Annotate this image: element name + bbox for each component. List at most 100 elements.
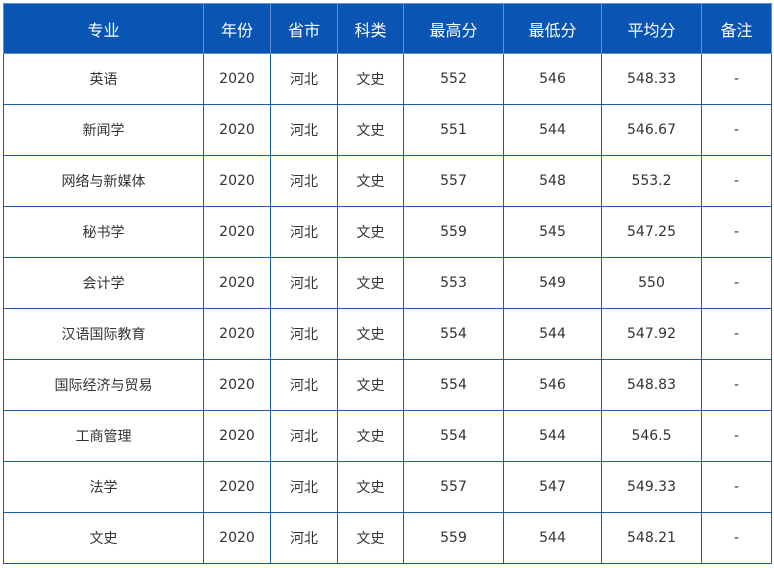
min-score-cell: 548 (503, 155, 602, 207)
max-score-cell: 557 (403, 155, 504, 207)
avg-score-cell: 547.25 (601, 206, 702, 258)
remark-cell: - (701, 53, 772, 105)
avg-score-cell: 548.83 (601, 359, 702, 411)
avg-score-cell: 549.33 (601, 461, 702, 513)
header-major: 专业 (3, 3, 204, 54)
category-cell: 文史 (337, 359, 404, 411)
min-score-cell: 544 (503, 512, 602, 564)
header-avg-score: 平均分 (601, 3, 702, 54)
category-cell: 文史 (337, 104, 404, 156)
category-cell: 文史 (337, 53, 404, 105)
max-score-cell: 554 (403, 359, 504, 411)
year-cell: 2020 (203, 461, 271, 513)
province-cell: 河北 (270, 53, 338, 105)
major-cell: 网络与新媒体 (3, 155, 204, 207)
avg-score-cell: 546.5 (601, 410, 702, 462)
min-score-cell: 544 (503, 308, 602, 360)
province-cell: 河北 (270, 104, 338, 156)
avg-score-cell: 548.33 (601, 53, 702, 105)
year-cell: 2020 (203, 308, 271, 360)
major-cell: 新闻学 (3, 104, 204, 156)
category-cell: 文史 (337, 257, 404, 309)
table-row: 英语 2020 河北 文史 552 546 548.33- (3, 53, 772, 105)
province-cell: 河北 (270, 512, 338, 564)
table-row: 法学 2020 河北 文史 557 547 549.33- (3, 461, 772, 513)
remark-cell: - (701, 104, 772, 156)
min-score-cell: 545 (503, 206, 602, 258)
remark-cell: - (701, 461, 772, 513)
table-row: 汉语国际教育 2020 河北 文史 554 544 547.92- (3, 308, 772, 360)
header-province: 省市 (270, 3, 338, 54)
header-min-score: 最低分 (503, 3, 602, 54)
remark-cell: - (701, 308, 772, 360)
header-row: 专业 年份 省市 科类 最高分 最低分 平均分 备注 (3, 3, 772, 54)
table-row: 秘书学 2020 河北 文史 559 545 547.25- (3, 206, 772, 258)
avg-score-cell: 553.2 (601, 155, 702, 207)
table-row: 新闻学 2020 河北 文史 551 544 546.67- (3, 104, 772, 156)
year-cell: 2020 (203, 206, 271, 258)
province-cell: 河北 (270, 359, 338, 411)
max-score-cell: 554 (403, 410, 504, 462)
remark-cell: - (701, 512, 772, 564)
category-cell: 文史 (337, 206, 404, 258)
major-cell: 法学 (3, 461, 204, 513)
province-cell: 河北 (270, 155, 338, 207)
category-cell: 文史 (337, 410, 404, 462)
max-score-cell: 559 (403, 206, 504, 258)
table-row: 国际经济与贸易 2020 河北 文史 554 546 548.83- (3, 359, 772, 411)
major-cell: 工商管理 (3, 410, 204, 462)
major-cell: 汉语国际教育 (3, 308, 204, 360)
province-cell: 河北 (270, 257, 338, 309)
header-year: 年份 (203, 3, 271, 54)
year-cell: 2020 (203, 104, 271, 156)
major-cell: 文史 (3, 512, 204, 564)
major-cell: 国际经济与贸易 (3, 359, 204, 411)
remark-cell: - (701, 257, 772, 309)
max-score-cell: 553 (403, 257, 504, 309)
min-score-cell: 546 (503, 359, 602, 411)
category-cell: 文史 (337, 155, 404, 207)
max-score-cell: 559 (403, 512, 504, 564)
major-cell: 秘书学 (3, 206, 204, 258)
category-cell: 文史 (337, 461, 404, 513)
year-cell: 2020 (203, 53, 271, 105)
year-cell: 2020 (203, 257, 271, 309)
table-row: 网络与新媒体 2020 河北 文史 557 548 553.2- (3, 155, 772, 207)
avg-score-cell: 550 (601, 257, 702, 309)
min-score-cell: 544 (503, 104, 602, 156)
min-score-cell: 544 (503, 410, 602, 462)
header-category: 科类 (337, 3, 404, 54)
major-cell: 英语 (3, 53, 204, 105)
remark-cell: - (701, 410, 772, 462)
avg-score-cell: 548.21 (601, 512, 702, 564)
max-score-cell: 557 (403, 461, 504, 513)
min-score-cell: 546 (503, 53, 602, 105)
score-table-container: 专业 年份 省市 科类 最高分 最低分 平均分 备注 英语 2020 河北 文史 552… (3, 3, 772, 564)
province-cell: 河北 (270, 308, 338, 360)
header-max-score: 最高分 (403, 3, 504, 54)
table-body: 英语 2020 河北 文史 552 546 548.33- 新闻学 2020 河北 文史 551 544… (3, 53, 772, 564)
max-score-cell: 551 (403, 104, 504, 156)
year-cell: 2020 (203, 512, 271, 564)
avg-score-cell: 547.92 (601, 308, 702, 360)
category-cell: 文史 (337, 512, 404, 564)
year-cell: 2020 (203, 359, 271, 411)
remark-cell: - (701, 155, 772, 207)
table-row: 会计学 2020 河北 文史 553 549 550- (3, 257, 772, 309)
table-row: 文史 2020 河北 文史 559 544 548.21- (3, 512, 772, 564)
remark-cell: - (701, 359, 772, 411)
province-cell: 河北 (270, 206, 338, 258)
max-score-cell: 552 (403, 53, 504, 105)
header-remark: 备注 (701, 3, 772, 54)
max-score-cell: 554 (403, 308, 504, 360)
remark-cell: - (701, 206, 772, 258)
major-cell: 会计学 (3, 257, 204, 309)
table-row: 工商管理 2020 河北 文史 554 544 546.5- (3, 410, 772, 462)
avg-score-cell: 546.67 (601, 104, 702, 156)
min-score-cell: 547 (503, 461, 602, 513)
category-cell: 文史 (337, 308, 404, 360)
province-cell: 河北 (270, 410, 338, 462)
year-cell: 2020 (203, 155, 271, 207)
year-cell: 2020 (203, 410, 271, 462)
table-header: 专业 年份 省市 科类 最高分 最低分 平均分 备注 (3, 3, 772, 54)
